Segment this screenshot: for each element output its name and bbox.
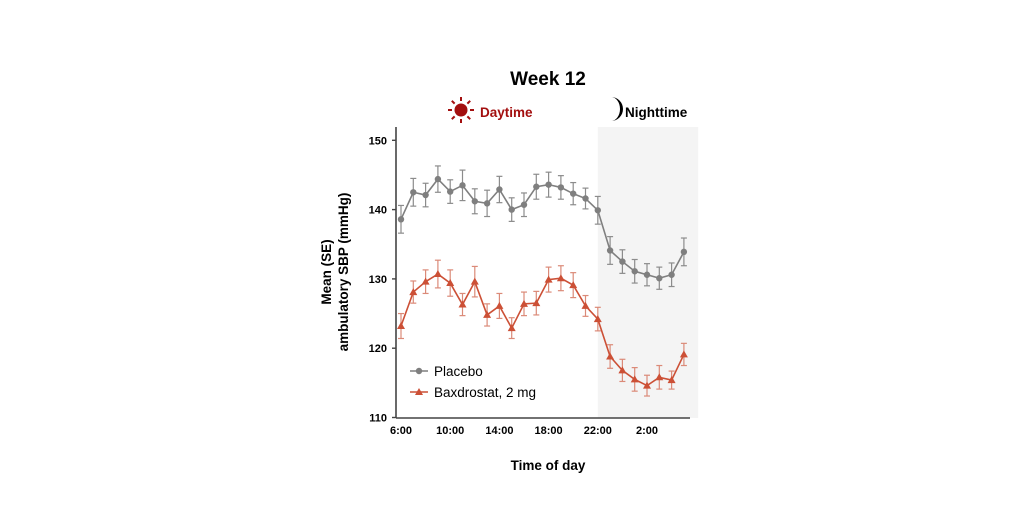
legend-label-placebo: Placebo — [434, 364, 483, 379]
data-point — [606, 352, 615, 360]
legend-marker-placebo — [415, 367, 423, 375]
nighttime-header: Nighttime — [611, 97, 688, 121]
sun-core — [454, 103, 468, 117]
legend-item-baxdrostat: Baxdrostat, 2 mg — [410, 385, 536, 400]
x-axis-title: Time of day — [511, 458, 586, 473]
y-tick-label: 140 — [369, 205, 387, 217]
data-point — [409, 288, 418, 296]
data-point — [470, 277, 479, 285]
data-point — [556, 274, 565, 282]
sun-ray — [451, 115, 456, 120]
data-point — [679, 350, 688, 358]
x-tick-label: 18:00 — [535, 425, 563, 437]
data-point — [668, 271, 675, 278]
data-point — [619, 258, 626, 265]
daytime-label: Daytime — [480, 105, 533, 120]
data-point — [656, 275, 663, 282]
data-point — [643, 381, 651, 389]
x-tick-label: 2:00 — [636, 425, 658, 437]
y-tick-label: 130 — [369, 274, 387, 286]
data-point — [631, 268, 638, 275]
data-point — [520, 201, 528, 208]
data-point — [606, 247, 614, 254]
data-point — [483, 310, 492, 318]
data-point — [594, 207, 601, 214]
y-tick-label: 150 — [369, 135, 387, 147]
data-point — [433, 270, 442, 278]
series-baxdrostat — [397, 259, 688, 397]
data-point — [643, 271, 651, 278]
data-point — [447, 188, 454, 195]
daytime-header: Daytime — [448, 97, 533, 123]
data-point — [471, 198, 478, 205]
sun-ray — [466, 100, 471, 105]
y-tick-label: 120 — [369, 343, 387, 355]
data-point — [593, 315, 602, 323]
y-axis-title-line-2: ambulatory SBP (mmHg) — [336, 193, 351, 352]
sun-ray — [466, 115, 471, 120]
series-placebo — [397, 165, 688, 290]
data-point — [618, 366, 627, 374]
data-point — [496, 186, 503, 193]
data-point — [581, 301, 590, 309]
data-point — [446, 279, 455, 287]
data-point — [630, 375, 639, 383]
series-layer — [397, 165, 688, 397]
legend-item-placebo: Placebo — [410, 364, 483, 379]
nighttime-label: Nighttime — [625, 105, 688, 120]
data-point — [544, 275, 553, 283]
data-point — [507, 324, 516, 332]
data-point — [570, 190, 577, 197]
data-point — [532, 299, 541, 307]
y-axis-title-line-1: Mean (SE) — [319, 239, 334, 304]
data-point — [545, 181, 552, 188]
data-point — [422, 191, 429, 199]
data-point — [434, 175, 442, 183]
data-point — [458, 300, 467, 308]
data-point — [557, 184, 565, 191]
x-tick-label: 10:00 — [436, 425, 464, 437]
data-point — [667, 376, 676, 384]
legend-label-baxdrostat: Baxdrostat, 2 mg — [434, 385, 536, 400]
legend: Placebo Baxdrostat, 2 mg — [410, 364, 536, 400]
data-point — [533, 183, 540, 190]
chart-title: Week 12 — [510, 69, 586, 90]
x-tick-label: 14:00 — [485, 425, 513, 437]
data-point — [421, 277, 430, 285]
sun-icon — [448, 97, 474, 123]
data-point — [495, 301, 504, 309]
data-point — [397, 216, 405, 223]
y-axis-title: Mean (SE) ambulatory SBP (mmHg) — [319, 193, 351, 352]
data-point — [520, 299, 528, 307]
data-point — [655, 373, 664, 381]
data-point — [397, 322, 405, 330]
data-point — [680, 248, 688, 256]
x-tick-label: 22:00 — [584, 425, 612, 437]
data-point — [483, 200, 491, 207]
y-ticks: 110 120 130 140 150 — [369, 135, 396, 425]
x-tick-label: 6:00 — [390, 425, 412, 437]
legend-marker-baxdrostat — [415, 388, 423, 395]
data-point — [582, 195, 589, 202]
data-point — [569, 281, 578, 289]
y-tick-label: 110 — [369, 413, 387, 425]
data-point — [410, 189, 417, 196]
data-point — [508, 206, 515, 213]
sun-ray — [451, 100, 456, 105]
x-ticks: 6:00 10:00 14:00 18:00 22:00 2:00 — [390, 425, 658, 437]
data-point — [459, 182, 466, 189]
moon-icon — [611, 97, 623, 121]
